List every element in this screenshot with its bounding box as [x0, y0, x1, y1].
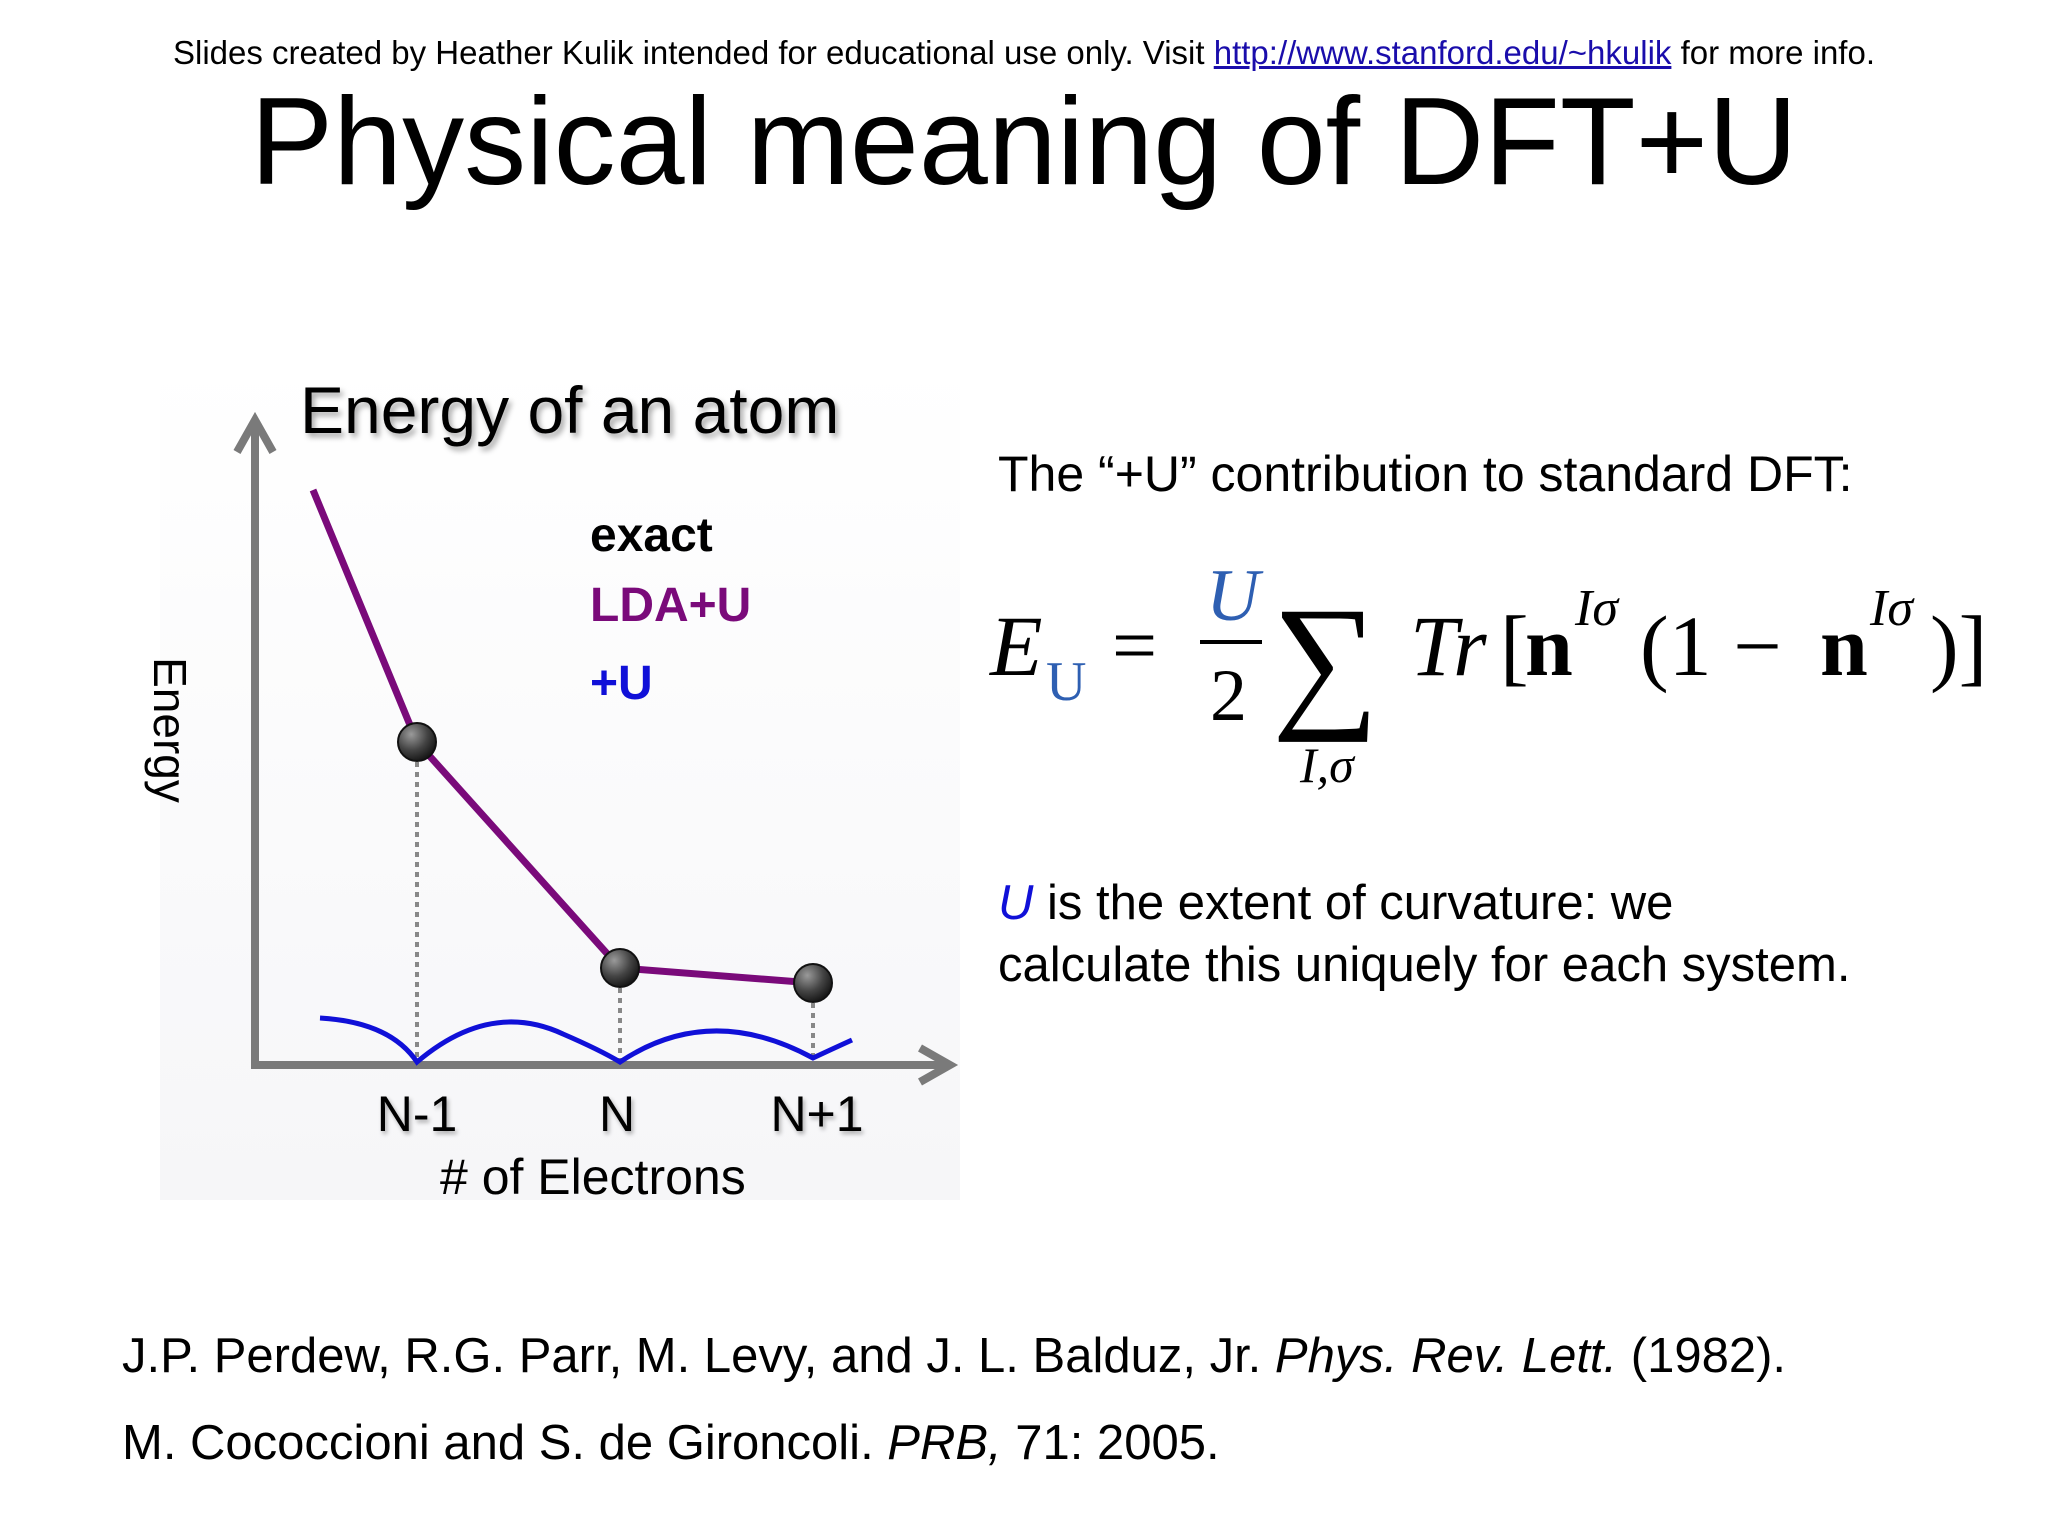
series-exact [415, 740, 814, 985]
x-tick-n-minus-1: N-1 [376, 1086, 458, 1142]
legend-exact: exact [590, 509, 713, 562]
y-axis-label: Energy [144, 657, 196, 803]
u-description: U is the extent of curvature: we calcula… [998, 872, 1850, 996]
u-description-line-2: calculate this uniquely for each system. [998, 938, 1851, 992]
formula-fraction-numerator: U [1206, 560, 1264, 637]
formula-fraction-denominator: 2 [1210, 655, 1247, 737]
slide-title: Physical meaning of DFT+U [250, 73, 1798, 211]
u-description-line-1: U is the extent of curvature: we [998, 872, 1850, 934]
formula-E: E [988, 598, 1043, 694]
reference-1-journal: Phys. Rev. Lett. [1274, 1329, 1618, 1383]
series-plus-u [319, 1015, 854, 1066]
formula-intro: The “+U” contribution to standard DFT: [998, 446, 1853, 502]
x-tick-n-plus-1: N+1 [770, 1086, 864, 1142]
formula-equation: E U = U 2 ∑ I,σ Tr [ n Iσ (1 − n Iσ )] [988, 560, 1987, 793]
formula-equals: = [1112, 602, 1157, 690]
legend-lda-plus-u: LDA+U [590, 579, 752, 632]
formula-E-subscript: U [1046, 651, 1086, 713]
formula-sum-sign: ∑ [1272, 577, 1379, 743]
formula-sup-2: Iσ [1869, 580, 1915, 637]
formula-trace: Tr [1410, 598, 1487, 694]
reference-2-journal: PRB, [887, 1416, 1002, 1470]
u-description-text-1: is the extent of curvature: we [1033, 876, 1674, 930]
reference-2-authors: M. Cococcioni and S. de Gironcoli. [122, 1416, 888, 1470]
data-point-n [600, 948, 640, 988]
formula-sup-1: Iσ [1574, 580, 1620, 637]
reference-2-rest: 71: 2005. [1001, 1416, 1220, 1470]
credit-text-after: for more info. [1671, 34, 1875, 71]
formula-close: )] [1930, 598, 1987, 694]
x-tick-n: N [598, 1086, 636, 1142]
u-symbol: U [998, 876, 1034, 930]
x-axis-label: # of Electrons [440, 1149, 746, 1205]
formula-sum-subscript: I,σ [1299, 737, 1356, 793]
reference-1-authors: J.P. Perdew, R.G. Parr, M. Levy, and J. … [122, 1329, 1275, 1383]
formula-bracket-open: [ [1500, 598, 1529, 694]
x-axis-arrow [918, 1044, 959, 1086]
formula-n-1: n [1525, 598, 1573, 694]
credit-text-before: Slides created by Heather Kulik intended… [173, 34, 1214, 71]
chart-title: Energy of an atom [300, 373, 840, 447]
formula-paren-body: (1 − [1640, 598, 1782, 694]
y-axis-arrow [233, 411, 277, 454]
plot-background [160, 360, 960, 1200]
data-point-n-minus-1 [397, 722, 437, 762]
reference-cococcioni: M. Cococcioni and S. de Gironcoli. PRB, … [122, 1415, 1220, 1471]
data-point-n-plus-1 [793, 963, 833, 1003]
credit-line: Slides created by Heather Kulik intended… [0, 34, 2048, 72]
legend-plus-u: +U [590, 657, 653, 710]
formula-n-2: n [1820, 598, 1868, 694]
reference-perdew: J.P. Perdew, R.G. Parr, M. Levy, and J. … [122, 1328, 1786, 1384]
credit-link[interactable]: http://www.stanford.edu/~hkulik [1213, 34, 1672, 71]
reference-1-year: (1982). [1617, 1329, 1787, 1383]
series-lda-plus-u [309, 488, 814, 987]
